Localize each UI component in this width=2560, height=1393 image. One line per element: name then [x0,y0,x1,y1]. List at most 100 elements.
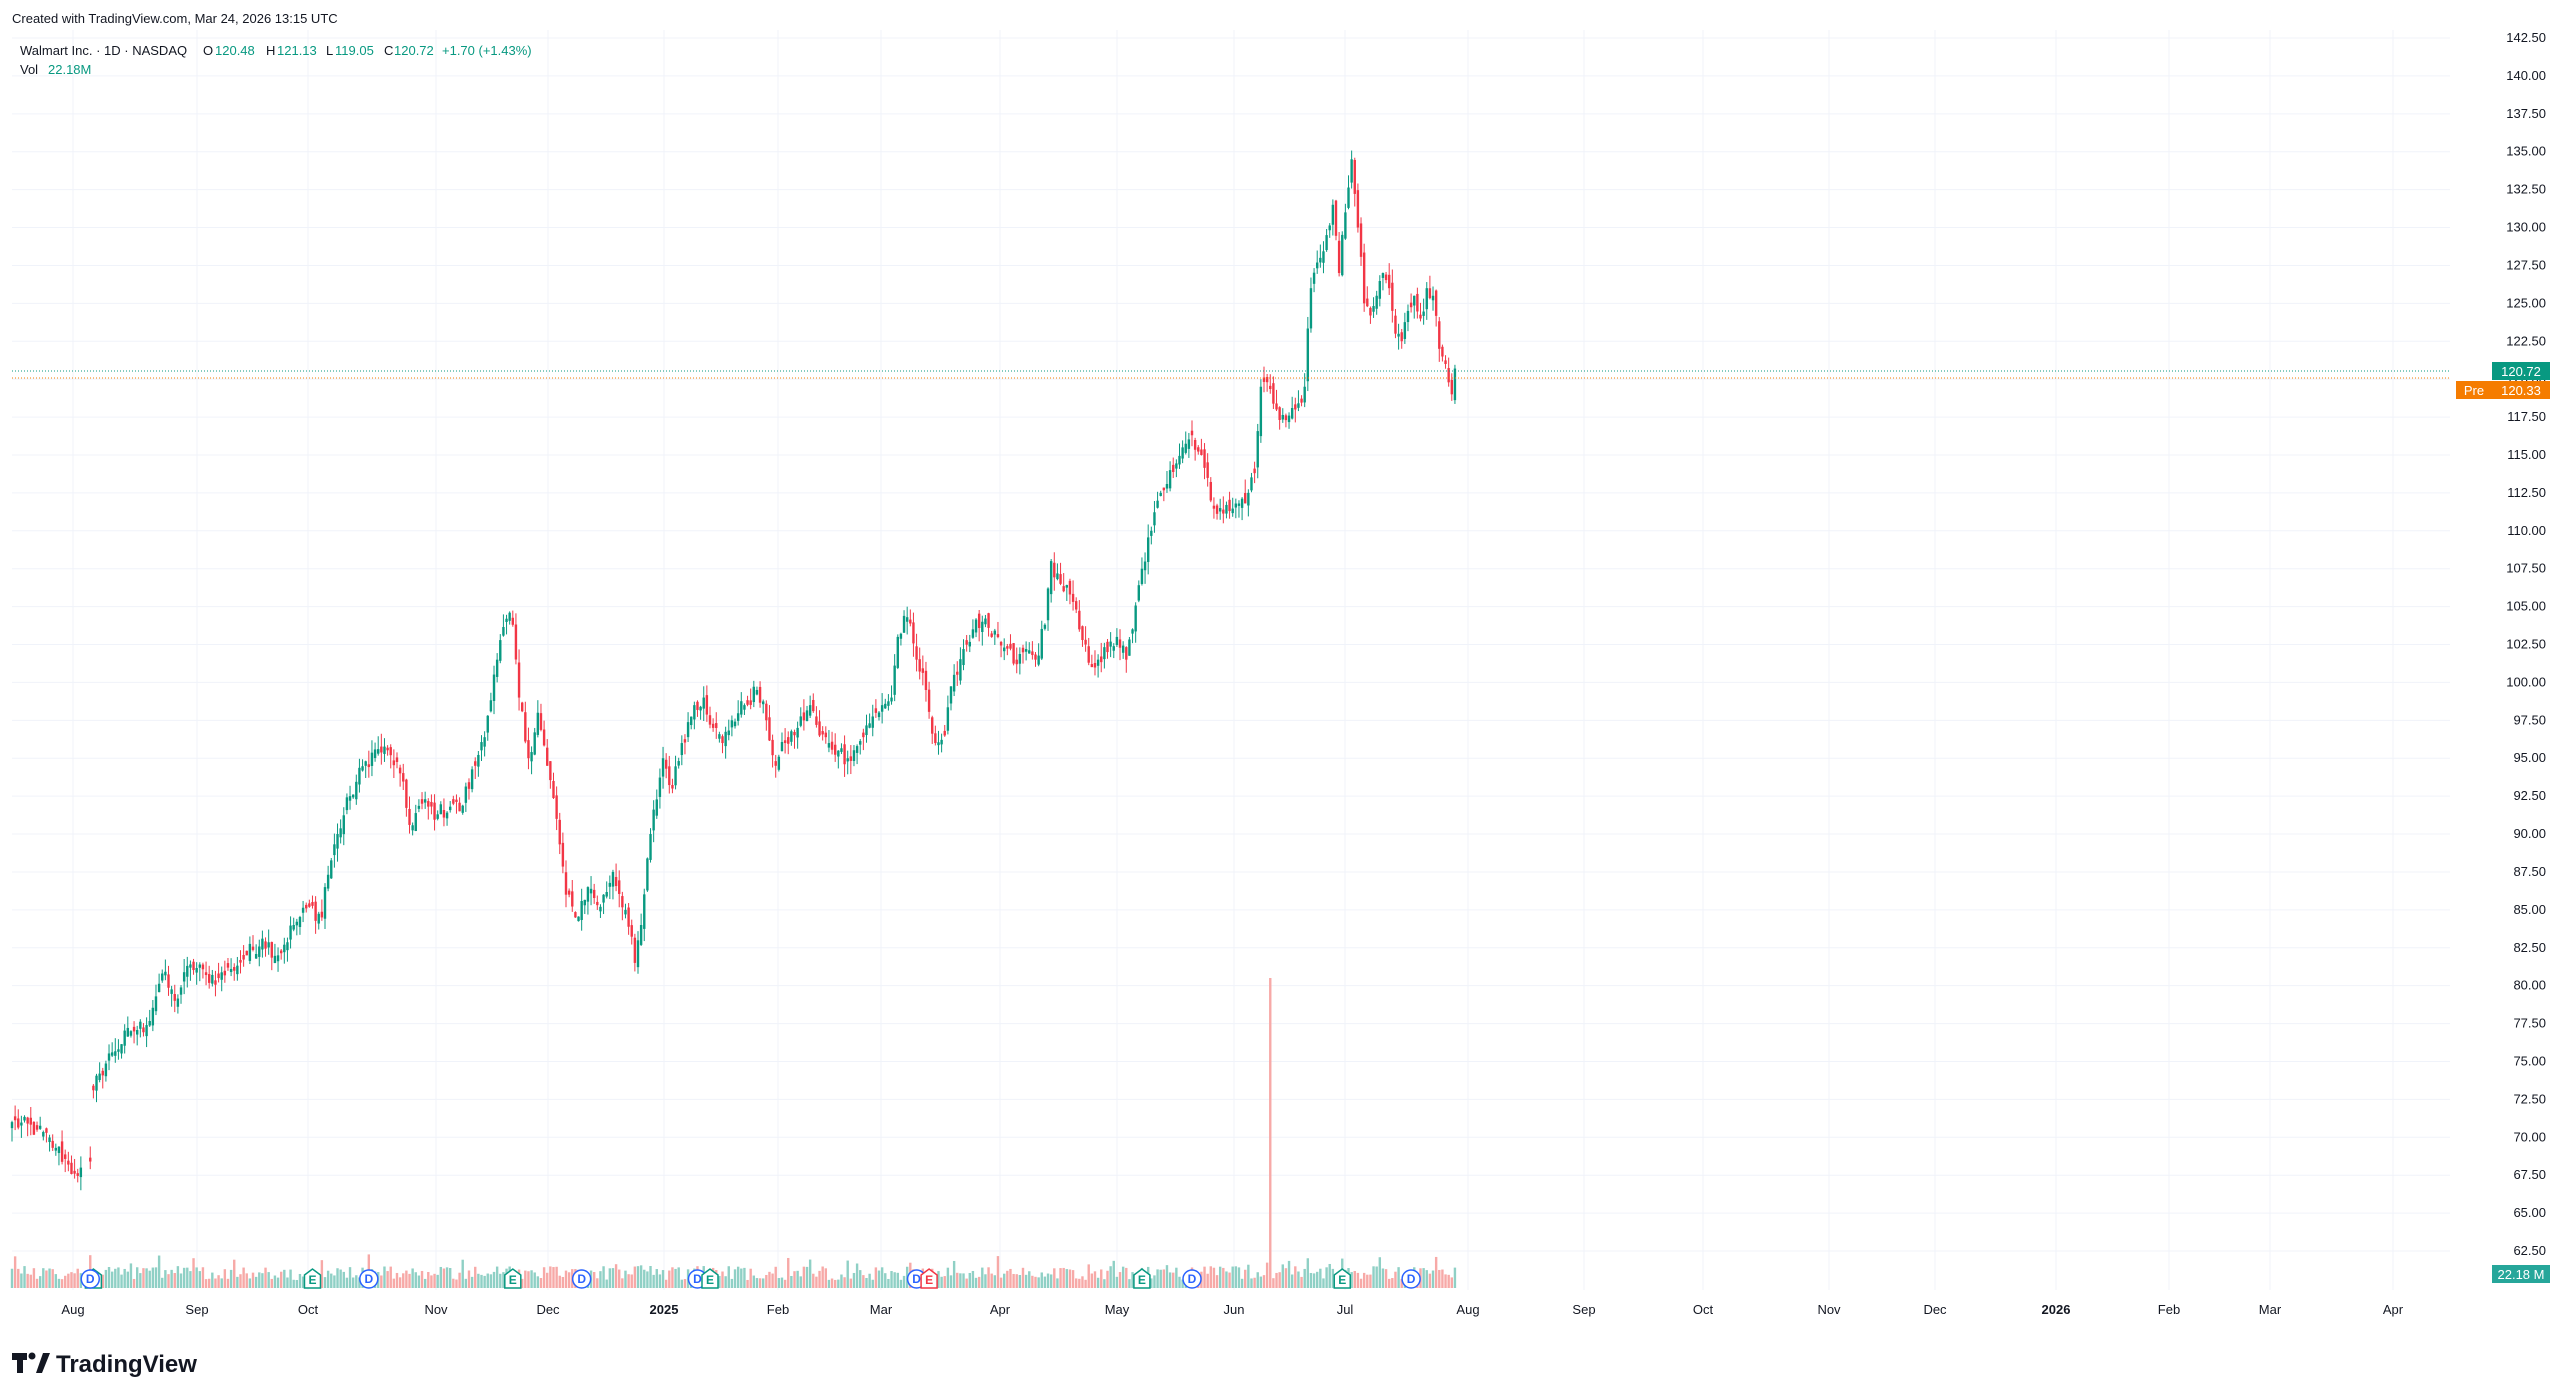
volume-bar [1172,1272,1175,1288]
volume-bar [1103,1279,1106,1288]
candle-body [92,1085,95,1091]
volume-bar [1431,1270,1435,1288]
volume-bar [1059,1268,1062,1288]
volume-bar [201,1267,205,1288]
candle-body [905,617,909,622]
candle-body [937,742,940,746]
volume-bar [1115,1276,1119,1288]
volume-bar [470,1276,474,1288]
volume-legend-label: Vol [20,62,38,77]
y-tick-label: 97.50 [2513,712,2546,727]
volume-bar [1040,1272,1043,1288]
candle-body [1425,288,1428,310]
candle-body [470,769,474,790]
earnings-marker[interactable] [1333,1268,1351,1289]
price-axis[interactable]: 62.50 65.00 67.50 70.00 72.50 75.00 77.50 80.00… [2506,30,2546,1258]
earnings-marker[interactable] [1133,1268,1151,1289]
candle-body [790,731,793,742]
volume-bar [1037,1277,1040,1288]
volume-bar [1131,1272,1134,1288]
candle-body [276,955,280,962]
volume-bar [145,1268,148,1288]
volume-bar [1328,1263,1331,1288]
dividend-marker-label: D [1188,1272,1197,1286]
time-axis[interactable]: Aug Sep Oct Nov Dec 2025 Feb Mar Apr May Jun Jul Aug… [61,1302,2403,1317]
grid [12,30,2450,1290]
candle-body [1413,295,1416,306]
candle-body [292,925,295,930]
volume-bar [984,1274,987,1288]
volume-bar [592,1272,596,1288]
volume-bar [173,1273,176,1288]
volume-bar [132,1278,136,1288]
dividend-marker[interactable] [80,1269,100,1289]
candle-body [1206,462,1209,478]
candle-body [546,747,549,766]
candle-body [1409,302,1413,308]
volume-bar [1394,1271,1397,1288]
volume-bar [962,1273,965,1288]
volume-bar [483,1275,486,1288]
candle-body [1062,586,1065,592]
candle-body [442,810,446,818]
volume-bar [326,1270,330,1288]
earnings-marker[interactable] [701,1268,719,1289]
volume-bar [1159,1269,1162,1288]
volume-bar [161,1277,164,1288]
candle-body [436,814,439,819]
candle-body [1300,398,1303,403]
earnings-marker[interactable] [504,1268,522,1289]
volume-bar [1441,1269,1444,1288]
earnings-marker[interactable] [920,1268,938,1289]
candle-body [29,1117,32,1125]
volume-bar [386,1271,389,1288]
volume-bar [542,1267,546,1288]
volume-bar [42,1268,45,1288]
candle-body [1018,654,1022,664]
volume-bar [902,1275,906,1288]
candle-body [699,706,702,711]
volume-bar [880,1267,884,1288]
candle-body [308,903,311,907]
dividend-marker[interactable] [359,1269,379,1289]
volume-bar [204,1279,208,1288]
volume-bar [1444,1274,1447,1288]
candle-body [1021,647,1025,653]
candle-body [364,761,367,766]
tradingview-logo[interactable]: TradingView [12,1351,197,1378]
y-tick-label: 75.00 [2513,1053,2546,1068]
candle-body [987,613,990,628]
dividend-marker[interactable] [571,1269,592,1289]
candle-body [408,808,411,825]
volume-bar [1259,1276,1263,1288]
candle-body [514,624,518,660]
candle-body [658,777,662,797]
candle-body [558,819,561,845]
volume-bar [718,1275,721,1288]
dividend-marker[interactable] [1401,1269,1421,1289]
volume-bar [495,1266,499,1288]
event-markers[interactable]: EDEDEDDEDEEDED [80,1268,1421,1289]
candle-body [1284,415,1288,421]
volume-bar [533,1272,536,1288]
earnings-marker[interactable] [303,1268,322,1289]
volume-bar [818,1270,821,1288]
dividend-marker[interactable] [1182,1269,1202,1289]
volume-bar [1256,1272,1259,1288]
candle-body [1275,403,1278,410]
volume-bar [539,1277,543,1288]
candle-body [1100,656,1103,663]
volume-bar [621,1278,624,1288]
volume-bar [1068,1269,1072,1288]
volume-bar [608,1268,612,1288]
candle-body [1065,585,1069,588]
candle-body [674,766,677,786]
volume-bar [549,1266,552,1288]
volume-bar [1331,1268,1335,1288]
candle-body [1400,332,1403,342]
volume-bar [29,1274,32,1288]
volume-bar [301,1276,305,1288]
x-tick-label: Sep [1572,1302,1595,1317]
volume-bar [13,1256,17,1288]
